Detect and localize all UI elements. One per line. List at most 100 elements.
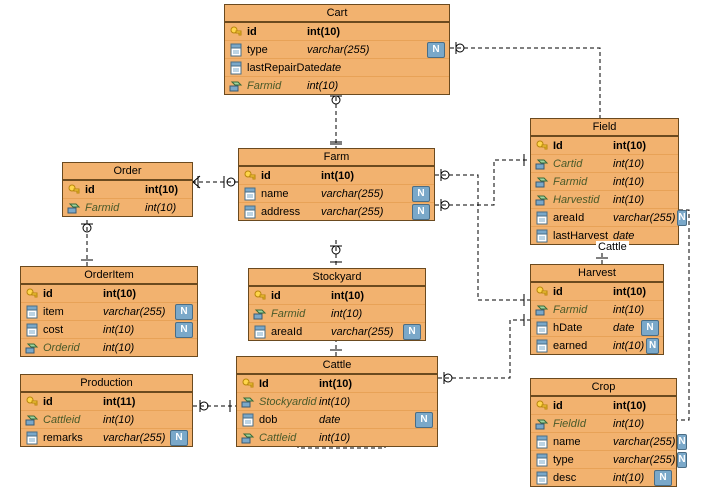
key-icon [25,287,39,301]
entity-row: idint(10) [531,282,663,300]
entity-row: idint(10) [249,286,425,304]
entity-row: Farmidint(10) [531,300,663,318]
column-name: Id [259,378,319,390]
nullable-badge: N [677,434,686,450]
column-type: varchar(255) [331,326,401,338]
entity-title: OrderItem [21,267,197,284]
entity-row: Farmidint(10) [249,304,425,322]
entity-field: FieldIdint(10)Cartidint(10)Farmidint(10)… [530,118,679,245]
entity-row: Farmidint(10) [225,76,449,94]
column-name: id [553,286,613,298]
nullable-badge: N [170,430,188,446]
entity-row: dobdateN [237,410,437,428]
fk-icon [535,303,549,317]
column-icon [535,339,549,353]
entity-row: typevarchar(255)N [225,40,449,58]
column-icon [535,229,549,243]
column-type: int(10) [319,378,433,390]
column-type: int(10) [613,286,659,298]
column-name: Farmid [553,304,613,316]
column-icon [243,187,257,201]
entity-title: Harvest [531,265,663,282]
entity-row: descint(10)N [531,468,676,486]
entity-farm: Farmidint(10)namevarchar(255)Naddressvar… [238,148,435,221]
entity-row: addressvarchar(255)N [239,202,434,220]
entity-row: hDatedateN [531,318,663,336]
column-name: earned [553,340,613,352]
column-type: int(10) [103,288,193,300]
nullable-badge: N [641,320,659,336]
nullable-badge: N [412,204,430,220]
column-type: int(10) [103,414,188,426]
nullable-badge: N [412,186,430,202]
key-icon [535,139,549,153]
entity-order: Orderidint(10)Farmidint(10) [62,162,193,217]
column-type: int(10) [613,472,652,484]
entity-row: idint(10) [63,180,192,198]
fk-icon [535,175,549,189]
entity-row: remarksvarchar(255)N [21,428,192,446]
entity-title: Production [21,375,192,392]
column-icon [25,305,39,319]
column-type: int(10) [613,194,674,206]
column-type: int(10) [319,396,433,408]
entity-row: Farmidint(10) [531,172,678,190]
nullable-badge: N [677,452,686,468]
column-type: int(10) [613,340,644,352]
nullable-badge: N [654,470,672,486]
entity-row: Idint(10) [237,374,437,392]
column-name: Cattleid [43,414,103,426]
column-type: int(10) [307,26,445,38]
key-icon [243,169,257,183]
column-name: id [43,288,103,300]
entity-row: namevarchar(255)N [531,432,676,450]
column-name: Farmid [247,80,307,92]
column-icon [25,431,39,445]
key-icon [67,183,81,197]
column-name: Harvestid [553,194,613,206]
entity-title: Farm [239,149,434,166]
fk-icon [535,193,549,207]
column-type: varchar(255) [103,306,173,318]
entity-title: Cattle [237,357,437,374]
column-type: date [613,230,674,242]
column-type: varchar(255) [613,454,675,466]
fk-icon [535,157,549,171]
column-name: areaId [271,326,331,338]
entity-harvest: Harvestidint(10)Farmidint(10)hDatedateNe… [530,264,664,355]
entity-row: itemvarchar(255)N [21,302,197,320]
column-type: varchar(255) [321,188,410,200]
column-name: name [553,436,613,448]
column-type: varchar(255) [613,212,675,224]
column-name: Cartid [553,158,613,170]
entity-row: Stockyardidint(10) [237,392,437,410]
key-icon [229,25,243,39]
column-type: int(10) [331,308,421,320]
column-icon [25,323,39,337]
entity-row: earnedint(10)N [531,336,663,354]
fk-icon [25,341,39,355]
fk-icon [25,413,39,427]
column-type: int(10) [103,324,173,336]
column-name: desc [553,472,613,484]
column-name: remarks [43,432,103,444]
column-name: Farmid [271,308,331,320]
column-type: int(10) [613,418,672,430]
column-type: date [319,414,413,426]
entity-row: Orderidint(10) [21,338,197,356]
column-name: FieldId [553,418,613,430]
column-name: Id [553,140,613,152]
entity-crop: Cropidint(10)FieldIdint(10)namevarchar(2… [530,378,677,487]
column-type: int(10) [331,290,421,302]
column-icon [229,61,243,75]
entity-row: idint(11) [21,392,192,410]
column-type: int(10) [145,184,188,196]
entity-row: areaIdvarchar(255)N [531,208,678,226]
entity-stockyard: Stockyardidint(10)Farmidint(10)areaIdvar… [248,268,426,341]
column-name: hDate [553,322,613,334]
entity-title: Order [63,163,192,180]
key-icon [241,377,255,391]
column-icon [535,471,549,485]
column-name: Orderid [43,342,103,354]
entity-title: Stockyard [249,269,425,286]
